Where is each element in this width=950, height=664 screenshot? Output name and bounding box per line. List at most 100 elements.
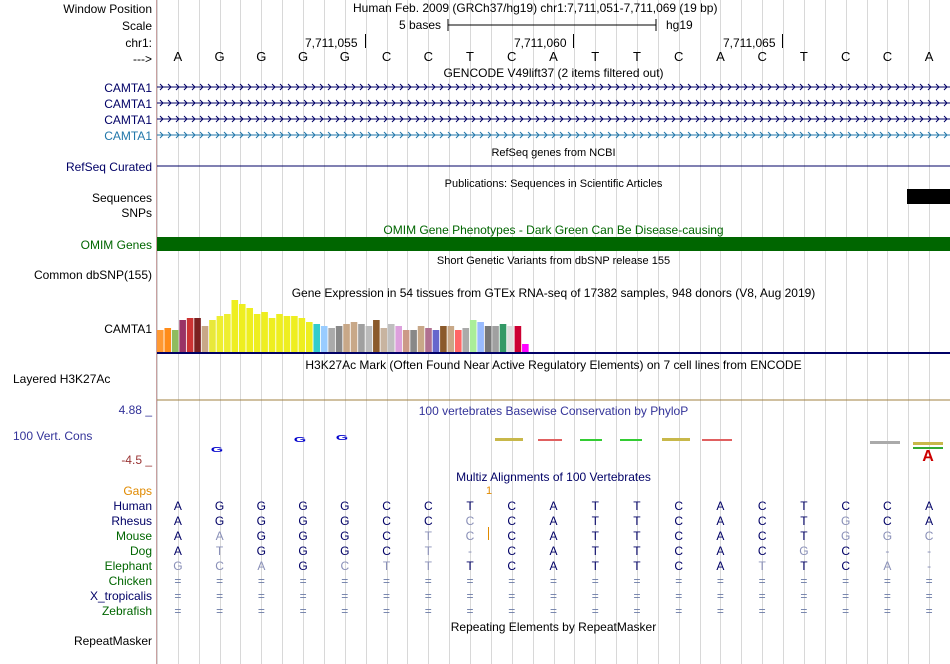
alignment-base: = — [758, 589, 766, 603]
strand-arrow — [815, 99, 820, 107]
species-label[interactable]: Human — [113, 499, 152, 513]
ruler-position-3: 7,711,065 — [723, 36, 776, 50]
ruler-position-1: 7,711,055 — [305, 36, 358, 50]
strand-arrow — [639, 99, 644, 107]
repeat-title[interactable]: Repeating Elements by RepeatMasker — [450, 620, 657, 634]
refseq-title[interactable]: RefSeq genes from NCBI — [491, 147, 616, 159]
alignment-base: C — [674, 514, 684, 528]
snps-label[interactable]: SNPs — [121, 206, 152, 220]
gridline — [825, 0, 826, 664]
strand-arrow — [663, 115, 668, 123]
gaps-label[interactable]: Gaps — [123, 484, 152, 498]
species-label[interactable]: Mouse — [115, 529, 152, 543]
phylop-conservation-logo[interactable]: G G G A — [0, 0, 950, 470]
strand-arrow — [471, 131, 476, 139]
ruler-tick-2 — [573, 34, 574, 48]
gencode-item-2[interactable]: CAMTA1 — [104, 97, 152, 111]
omim-label[interactable]: OMIM Genes — [80, 238, 152, 252]
strand-arrow — [743, 131, 748, 139]
gtex-tissue-bar — [216, 316, 224, 352]
species-label[interactable]: X_tropicalis — [89, 589, 152, 603]
strand-arrow — [511, 83, 516, 91]
species-label[interactable]: Chicken — [108, 574, 152, 588]
window-position-label[interactable]: Window Position — [63, 2, 152, 16]
gencode-item-4[interactable]: CAMTA1 — [104, 129, 152, 143]
species-label[interactable]: Rhesus — [111, 514, 152, 528]
gencode-item-1[interactable]: CAMTA1 — [104, 81, 152, 95]
strand-arrow — [863, 115, 868, 123]
alignment-base: G — [882, 529, 893, 543]
refseq-label[interactable]: RefSeq Curated — [65, 160, 152, 174]
reference-base: T — [591, 49, 600, 64]
strand-arrow — [783, 115, 788, 123]
refseq-line[interactable] — [0, 0, 950, 170]
phylop-title[interactable]: 100 vertebrates Basewise Conservation by… — [418, 404, 689, 418]
reference-base: A — [173, 49, 183, 64]
strand-arrow — [727, 99, 732, 107]
alignment-base: T — [800, 499, 808, 513]
alignment-base: - — [927, 559, 932, 573]
strand-arrow — [351, 131, 356, 139]
h3k27ac-title[interactable]: H3K27Ac Mark (Often Found Near Active Re… — [305, 358, 802, 372]
strand-arrow — [687, 131, 692, 139]
strand-arrow — [783, 99, 788, 107]
gtex-title[interactable]: Gene Expression in 54 tissues from GTEx … — [291, 286, 816, 300]
gencode-title[interactable]: GENCODE V49lift37 (2 items filtered out) — [443, 66, 664, 80]
omim-title[interactable]: OMIM Gene Phenotypes - Dark Green Can Be… — [383, 223, 724, 237]
strand-arrow — [663, 99, 668, 107]
strand-arrow — [551, 115, 556, 123]
strand-arrow — [583, 99, 588, 107]
alignment-base: A — [173, 544, 182, 558]
strand-arrow — [503, 115, 508, 123]
strand-arrow — [535, 99, 540, 107]
alignment-base: C — [507, 529, 517, 543]
species-label[interactable]: Zebrafish — [101, 604, 152, 618]
gencode-item-3[interactable]: CAMTA1 — [104, 113, 152, 127]
alignment-base: C — [382, 529, 391, 543]
strand-arrow — [271, 83, 276, 91]
gtex-tissue-bar — [186, 318, 194, 352]
strand-arrow — [927, 131, 932, 139]
phylop-label[interactable]: 100 Vert. Cons — [13, 429, 93, 443]
strand-arrow — [527, 99, 532, 107]
gtex-tissue-bar — [171, 330, 179, 352]
strand-arrow — [511, 131, 516, 139]
multiz-title[interactable]: Multiz Alignments of 100 Vertebrates — [456, 470, 651, 484]
strand-arrow — [687, 83, 692, 91]
gtex-label[interactable]: CAMTA1 — [104, 322, 152, 336]
alignment-base: G — [256, 544, 266, 558]
strand-arrow — [775, 131, 780, 139]
strand-arrow — [159, 115, 164, 123]
species-label[interactable]: Dog — [129, 544, 152, 558]
strand-arrow — [927, 115, 932, 123]
gtex-expression-bars[interactable] — [0, 0, 950, 360]
omim-gene-bar[interactable] — [157, 237, 950, 251]
h3k27ac-label[interactable]: Layered H3K27Ac — [13, 372, 111, 386]
strand-arrow — [591, 83, 596, 91]
sequences-label[interactable]: Sequences — [91, 191, 152, 205]
strand-arrow — [855, 131, 860, 139]
publication-sequence-block[interactable] — [907, 189, 950, 204]
phylop-mark-8 — [913, 442, 943, 445]
strand-arrow — [439, 83, 444, 91]
gridline — [491, 0, 492, 664]
strand-arrow — [279, 115, 284, 123]
chrom-label[interactable]: chr1: — [125, 36, 152, 50]
dbsnp-label[interactable]: Common dbSNP(155) — [33, 268, 152, 282]
strand-arrow — [935, 131, 940, 139]
dbsnp-title[interactable]: Short Genetic Variants from dbSNP releas… — [436, 255, 671, 267]
gtex-tissue-bar — [507, 326, 514, 352]
strand-arrow — [855, 99, 860, 107]
strand-arrow — [535, 83, 540, 91]
repeat-label[interactable]: RepeatMasker — [73, 634, 152, 648]
strand-arrow — [599, 115, 604, 123]
strand-arrow — [191, 99, 196, 107]
publications-title[interactable]: Publications: Sequences in Scientific Ar… — [444, 178, 663, 190]
scale-label[interactable]: Scale — [121, 19, 152, 33]
strand-arrow — [199, 131, 204, 139]
species-label[interactable]: Elephant — [104, 559, 152, 573]
gencode-transcripts[interactable] — [0, 0, 950, 150]
strand-arrow — [671, 83, 676, 91]
strand-arrow — [855, 115, 860, 123]
